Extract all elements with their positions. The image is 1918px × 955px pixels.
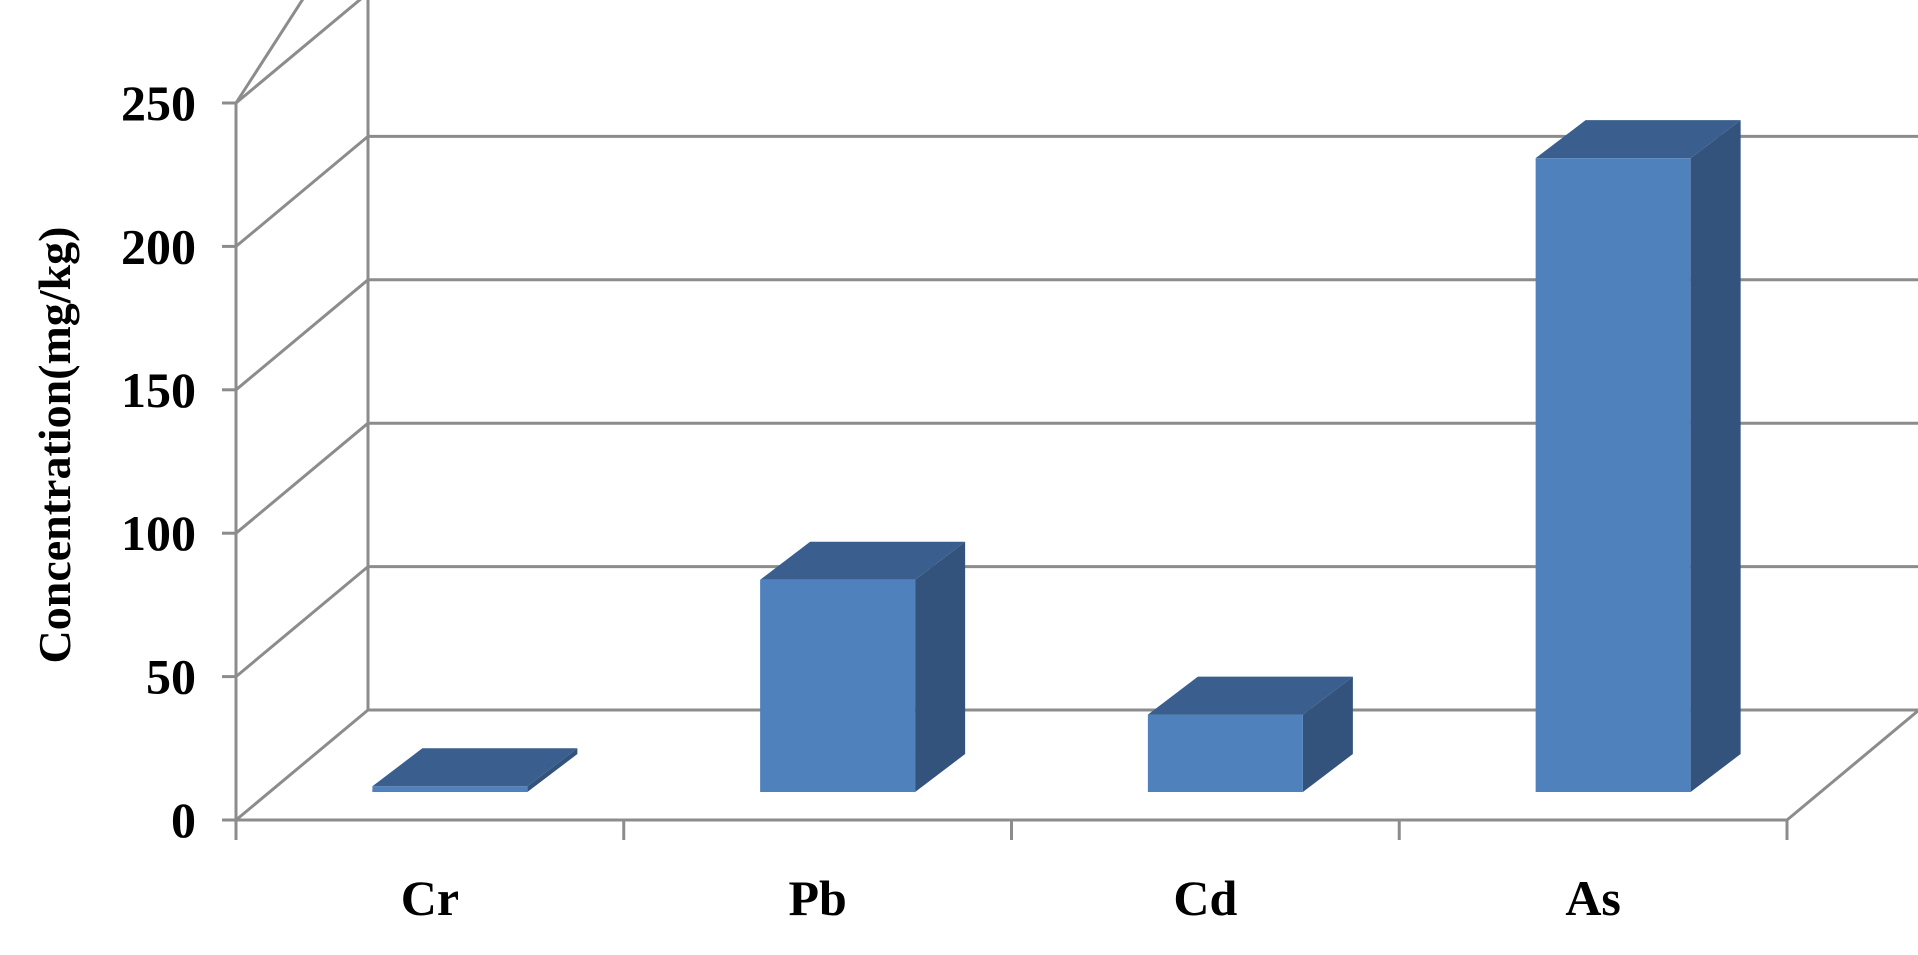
y-tick-label-100: 100 <box>121 505 196 561</box>
x-tick-label-Cr: Cr <box>401 870 459 926</box>
side-gridline-250 <box>235 0 362 105</box>
y-tick-label-200: 200 <box>121 218 196 274</box>
bar-front-Cd <box>1147 714 1303 792</box>
y-axis-title: Concentration(mg/kg) <box>29 227 80 664</box>
y-tick-label-50: 50 <box>146 649 196 705</box>
bar-side-As <box>1690 120 1741 792</box>
bar-top-As <box>1535 120 1741 159</box>
bar-top-Pb <box>760 541 966 580</box>
bar-side-Pb <box>915 541 966 792</box>
y-tick-label-150: 150 <box>121 362 196 418</box>
floor-right-edge <box>1786 708 1918 822</box>
bar-side-Cr <box>527 748 578 792</box>
side-gridline-0 <box>235 708 369 822</box>
y-tick-label-0: 0 <box>171 792 196 848</box>
bar-front-Pb <box>760 579 916 792</box>
side-gridline-50 <box>235 565 369 678</box>
bar-front-As <box>1535 158 1691 792</box>
bar-Pb <box>760 541 966 792</box>
side-gridline-100 <box>235 422 369 535</box>
bar-Cd <box>1147 676 1353 792</box>
side-gridline-150 <box>235 278 369 391</box>
bars-layer <box>372 120 1741 792</box>
x-tick-label-Pb: Pb <box>788 870 846 926</box>
bar-Cr <box>372 748 578 792</box>
y-tick-label-250: 250 <box>121 75 196 131</box>
x-tick-label-Cd: Cd <box>1173 870 1237 926</box>
x-tick-label-As: As <box>1565 870 1621 926</box>
bar-side-Cd <box>1302 676 1353 792</box>
bar-front-Cr <box>372 786 528 792</box>
side-gridline-200 <box>235 135 369 248</box>
side-wall-top <box>234 0 305 104</box>
labels-layer: 0 50 100 150 200 250 Cr Pb Cd As <box>121 75 1621 926</box>
bar-top-Cr <box>372 748 578 787</box>
bar-As <box>1535 120 1741 792</box>
bar-top-Cd <box>1147 676 1353 715</box>
